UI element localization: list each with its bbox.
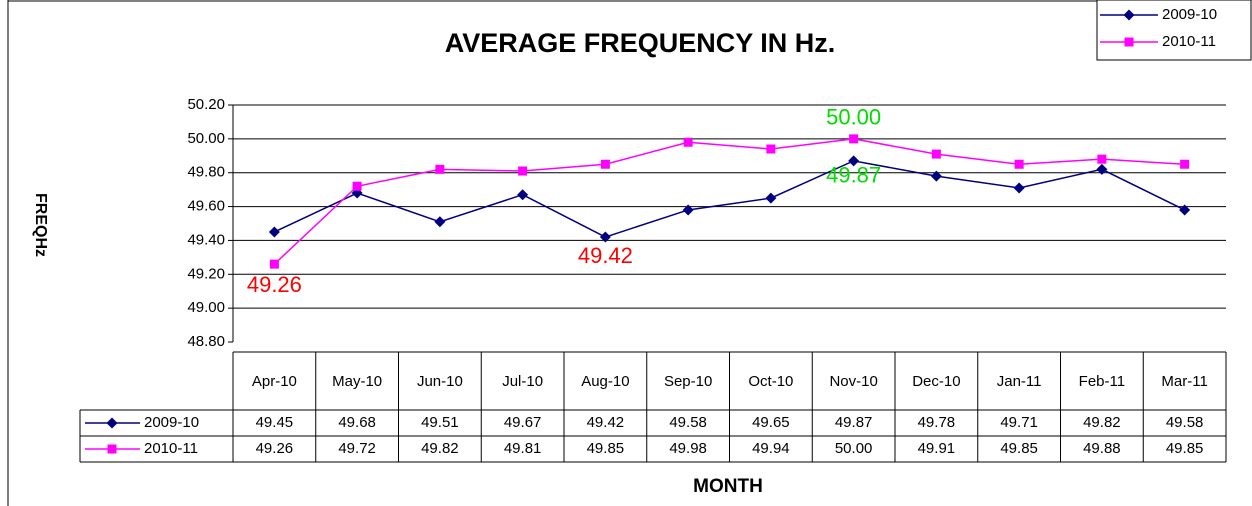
table-value: 49.88 [1083,440,1121,457]
x-axis-title: MONTH [693,476,763,497]
data-point [599,231,611,243]
x-tick-label: Nov-10 [829,373,877,390]
data-point [930,170,942,182]
x-tick-label: Jun-10 [417,373,463,390]
table-value: 49.51 [421,414,459,431]
data-point [1179,204,1191,216]
data-point [268,226,280,238]
table-value: 49.82 [421,440,459,457]
table-value: 49.45 [256,414,294,431]
table-value: 49.58 [669,414,707,431]
y-tick-label: 49.00 [187,299,225,316]
table-value: 49.91 [918,440,956,457]
data-point [517,189,529,201]
x-tick-label: Dec-10 [912,373,960,390]
table-value: 49.87 [835,414,873,431]
data-point [931,149,941,159]
legend [1096,0,1252,61]
data-label: 49.87 [826,163,881,188]
table-value: 49.65 [752,414,790,431]
x-tick-label: Jul-10 [502,373,543,390]
data-point [1013,182,1025,194]
x-tick-label: Feb-11 [1079,373,1125,390]
data-point [1180,159,1190,169]
y-tick-label: 49.40 [187,231,225,248]
x-tick-label: Aug-10 [581,373,629,390]
series-line [274,160,1185,238]
data-point [766,144,776,154]
x-tick-label: Jan-11 [997,373,1042,390]
table-value: 49.67 [504,414,542,431]
table-value: 49.68 [338,414,376,431]
data-point [435,164,445,174]
data-point [682,204,694,216]
table-value: 49.58 [1166,414,1204,431]
row-label: 2010-11 [144,440,198,457]
x-tick-label: Apr-10 [252,373,297,390]
table-value: 49.82 [1083,414,1121,431]
legend-marker [106,417,118,429]
data-point [849,134,859,144]
table-value: 49.94 [752,440,790,457]
y-tick-label: 50.20 [187,96,225,113]
data-point [765,192,777,204]
legend-marker [1124,37,1134,47]
data-point [683,137,693,147]
table-value: 49.26 [256,440,294,457]
chart-title: AVERAGE FREQUENCY IN Hz. [445,28,836,58]
legend-marker [107,444,117,454]
data-point [518,166,528,176]
table-value: 49.81 [504,440,542,457]
data-point [600,159,610,169]
legend-label: 2010-11 [1162,33,1216,50]
table-value: 50.00 [835,440,873,457]
table-value: 49.78 [918,414,956,431]
x-tick-label: Mar-11 [1161,373,1207,390]
y-tick-label: 49.60 [187,198,225,215]
data-point [352,181,362,191]
table-value: 49.42 [587,414,625,431]
y-tick-label: 49.20 [187,265,225,282]
table-value: 49.98 [669,440,707,457]
y-tick-label: 49.80 [187,164,225,181]
table-value: 49.85 [1166,440,1204,457]
data-point [269,259,279,269]
x-tick-label: Oct-10 [748,373,793,390]
data-point [1096,163,1108,175]
legend-marker [1123,9,1135,21]
data-point [1014,159,1024,169]
x-tick-label: Sep-10 [664,373,712,390]
table-value: 49.85 [587,440,625,457]
data-label: 49.42 [578,243,633,268]
data-point [848,155,860,167]
table-value: 49.71 [1000,414,1038,431]
data-label: 50.00 [826,105,881,130]
legend-label: 2009-10 [1162,6,1217,23]
y-tick-label: 50.00 [187,130,225,147]
table-value: 49.85 [1000,440,1038,457]
data-point [1097,154,1107,164]
series-line [273,138,1185,265]
row-label: 2009-10 [144,414,199,431]
x-tick-label: May-10 [332,373,382,390]
data-point [434,216,446,228]
y-tick-label: 48.80 [187,333,225,350]
y-axis-title: FREQHz [32,193,49,257]
data-label: 49.26 [247,272,302,297]
table-value: 49.72 [338,440,376,457]
